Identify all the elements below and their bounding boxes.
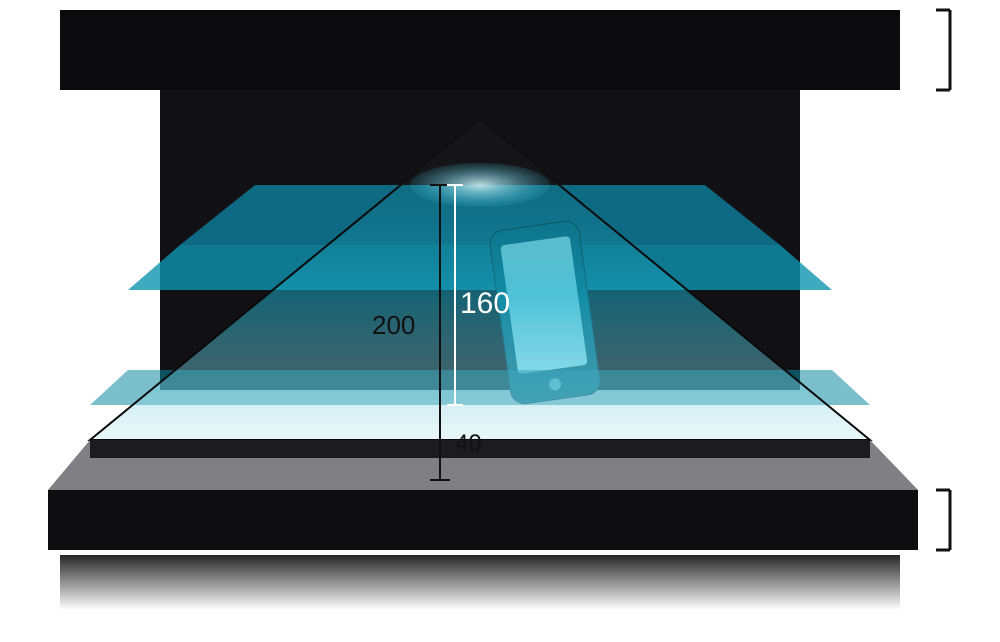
dimension-right-top [936, 10, 950, 90]
label-gap-height: 40 [455, 430, 482, 458]
diagram-svg [0, 0, 1000, 642]
label-phone-height: 160 [460, 287, 510, 321]
device-base-bar [48, 490, 918, 550]
dimension-right-bottom [936, 490, 950, 550]
device-top-bar [60, 10, 900, 90]
diagram-root: { "canvas": { "width": 1000, "height": 6… [0, 0, 1000, 642]
label-total-height: 200 [372, 310, 415, 341]
device-shadow [60, 555, 900, 610]
